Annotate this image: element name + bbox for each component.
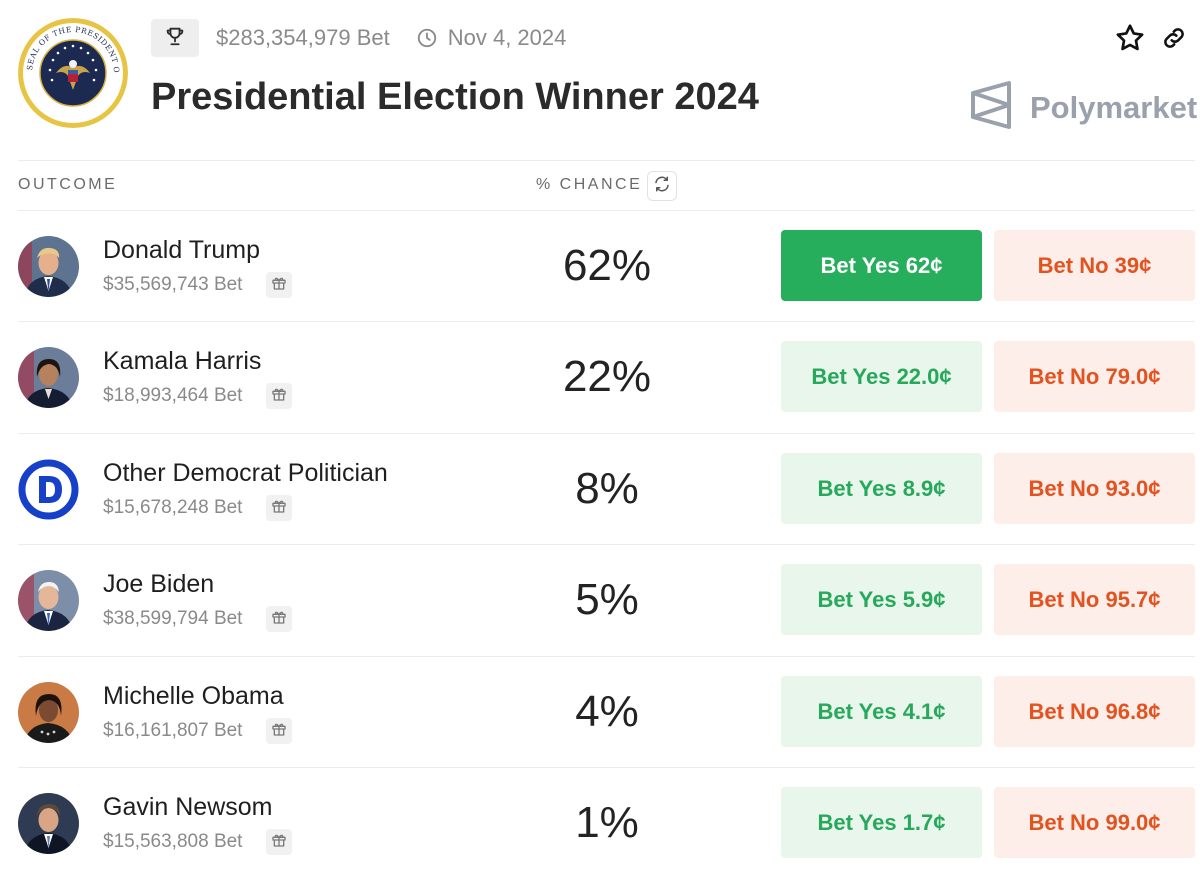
refresh-button[interactable] xyxy=(647,171,677,201)
outcome-row: Kamala Harris $18,993,464 Bet 22% Bet Ye… xyxy=(0,322,1200,433)
avatar xyxy=(18,347,79,408)
outcome-volume: $35,569,743 Bet xyxy=(103,274,243,295)
trophy-button[interactable] xyxy=(151,19,199,57)
gift-icon xyxy=(271,275,287,296)
bet-yes-button[interactable]: Bet Yes 8.9¢ xyxy=(781,453,982,524)
gift-icon xyxy=(271,609,287,630)
outcome-row: Gavin Newsom $15,563,808 Bet 1% Bet Yes … xyxy=(0,768,1200,870)
gift-button[interactable] xyxy=(266,495,292,521)
outcome-name: Michelle Obama xyxy=(103,682,284,710)
gift-button[interactable] xyxy=(266,606,292,632)
outcome-chance: 8% xyxy=(575,464,639,513)
outcome-name: Donald Trump xyxy=(103,236,261,264)
clock-icon xyxy=(416,27,438,49)
bet-yes-button[interactable]: Bet Yes 62¢ xyxy=(781,230,982,301)
market-end-date: Nov 4, 2024 xyxy=(447,25,567,50)
avatar xyxy=(18,682,79,743)
divider xyxy=(18,544,1195,545)
outcome-name: Kamala Harris xyxy=(103,347,262,375)
gift-icon xyxy=(271,832,287,853)
outcome-row: Joe Biden $38,599,794 Bet 5% Bet Yes 5.9… xyxy=(0,545,1200,656)
gift-button[interactable] xyxy=(266,383,292,409)
avatar xyxy=(18,570,79,631)
bet-no-button[interactable]: Bet No 95.7¢ xyxy=(994,564,1195,635)
link-icon[interactable] xyxy=(1160,24,1188,52)
bet-yes-button[interactable]: Bet Yes 4.1¢ xyxy=(781,676,982,747)
bet-yes-button[interactable]: Bet Yes 5.9¢ xyxy=(781,564,982,635)
bet-yes-button[interactable]: Bet Yes 1.7¢ xyxy=(781,787,982,858)
polymarket-logo: Polymarket xyxy=(968,80,1197,135)
outcome-chance: 1% xyxy=(575,798,639,847)
outcome-name: Joe Biden xyxy=(103,570,215,598)
chance-column-header: % CHANCE xyxy=(536,176,643,193)
gift-icon xyxy=(271,721,287,742)
divider xyxy=(18,767,1195,768)
divider xyxy=(18,210,1195,211)
gift-icon xyxy=(271,386,287,407)
gift-button[interactable] xyxy=(266,718,292,744)
outcome-column-header: OUTCOME xyxy=(18,176,118,193)
bet-yes-button[interactable]: Bet Yes 22.0¢ xyxy=(781,341,982,412)
bet-no-button[interactable]: Bet No 79.0¢ xyxy=(994,341,1195,412)
divider xyxy=(18,321,1195,322)
outcome-volume: $18,993,464 Bet xyxy=(103,385,243,406)
avatar xyxy=(18,793,79,854)
refresh-icon xyxy=(653,175,671,198)
polymarket-logo-icon xyxy=(968,80,1014,135)
outcome-name: Gavin Newsom xyxy=(103,793,273,821)
bet-no-button[interactable]: Bet No 39¢ xyxy=(994,230,1195,301)
divider xyxy=(18,160,1195,161)
outcome-row: Michelle Obama $16,161,807 Bet 4% Bet Ye… xyxy=(0,657,1200,768)
outcome-chance: 22% xyxy=(562,352,652,401)
bet-no-button[interactable]: Bet No 96.8¢ xyxy=(994,676,1195,747)
gift-icon xyxy=(271,498,287,519)
page-title: Presidential Election Winner 2024 xyxy=(151,76,759,118)
star-icon[interactable] xyxy=(1114,22,1146,54)
bet-no-button[interactable]: Bet No 93.0¢ xyxy=(994,453,1195,524)
market-volume: $283,354,979 Bet xyxy=(216,25,390,50)
avatar xyxy=(18,236,79,297)
bet-no-button[interactable]: Bet No 99.0¢ xyxy=(994,787,1195,858)
gift-button[interactable] xyxy=(266,272,292,298)
market-header: SEAL OF THE PRESIDENT OF THE UNITED STAT… xyxy=(0,0,1200,160)
outcome-chance: 4% xyxy=(575,687,639,736)
presidential-seal-image: SEAL OF THE PRESIDENT OF THE UNITED STAT… xyxy=(18,18,128,128)
outcome-row: Other Democrat Politician $15,678,248 Be… xyxy=(0,434,1200,545)
outcome-volume: $38,599,794 Bet xyxy=(103,608,243,629)
outcome-name: Other Democrat Politician xyxy=(103,459,388,487)
outcome-volume: $15,678,248 Bet xyxy=(103,497,243,518)
outcome-row: Donald Trump $35,569,743 Bet 62% Bet Yes… xyxy=(0,211,1200,322)
outcome-chance: 62% xyxy=(562,241,652,290)
outcome-volume: $15,563,808 Bet xyxy=(103,831,243,852)
gift-button[interactable] xyxy=(266,829,292,855)
democrat-logo-icon xyxy=(18,459,79,520)
brand-name: Polymarket xyxy=(1030,89,1198,125)
divider xyxy=(18,656,1195,657)
outcome-volume: $16,161,807 Bet xyxy=(103,720,243,741)
trophy-icon xyxy=(164,25,186,52)
outcome-chance: 5% xyxy=(575,575,639,624)
divider xyxy=(18,433,1195,434)
market-meta: $283,354,979 Bet Nov 4, 2024 xyxy=(151,19,566,57)
